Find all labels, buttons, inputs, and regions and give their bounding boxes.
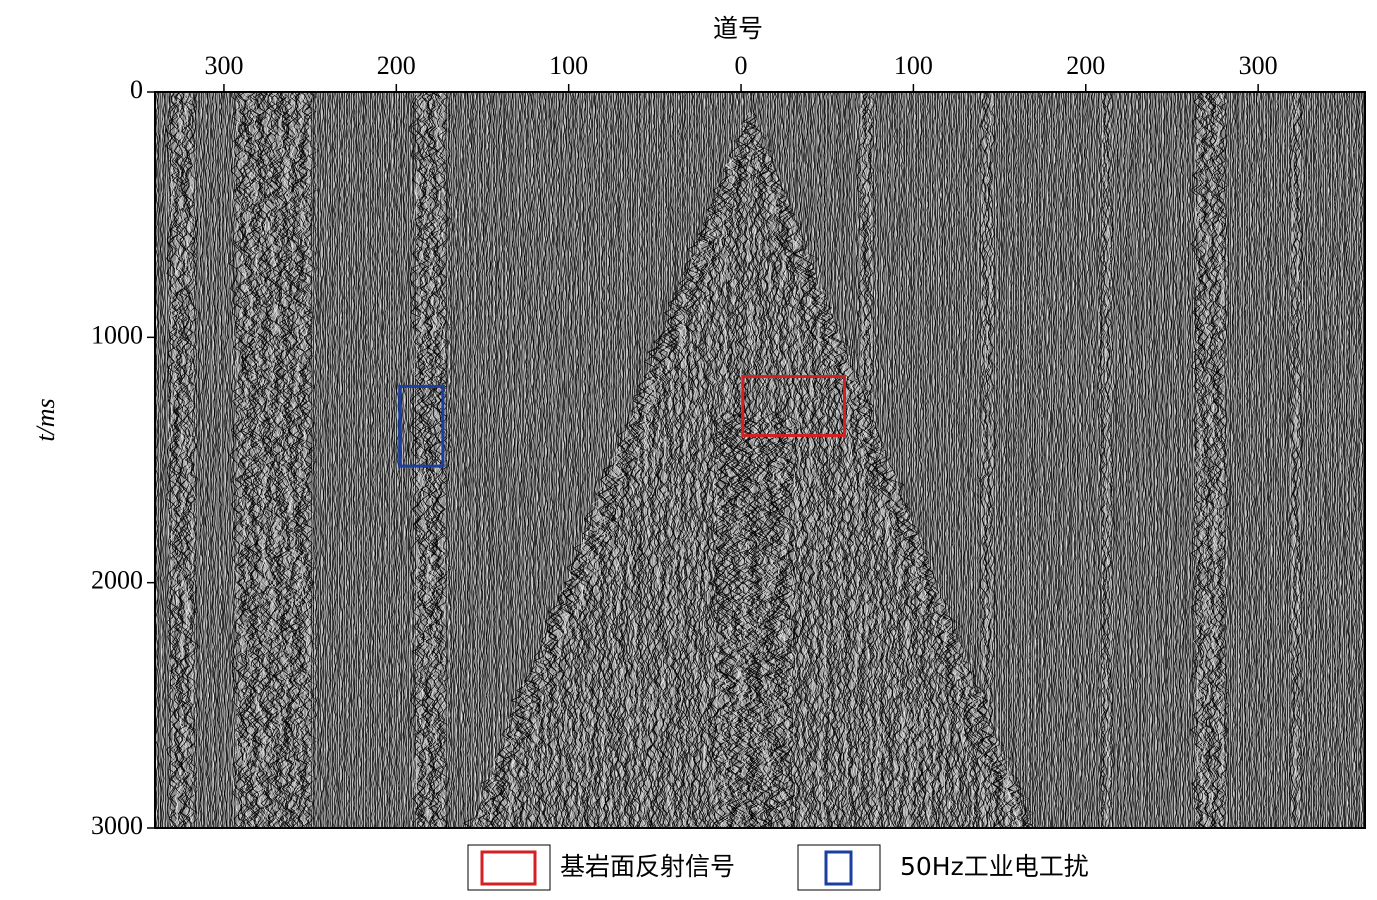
y-tick-label: 2000 <box>91 566 143 595</box>
x-tick-label: 300 <box>1239 51 1278 80</box>
x-tick-label: 0 <box>735 51 748 80</box>
legend-swatch <box>826 852 851 884</box>
y-tick-label: 3000 <box>91 811 143 840</box>
legend-label: 基岩面反射信号 <box>560 852 735 881</box>
y-axis-label: t/ms <box>31 398 60 441</box>
legend-label: 50Hz工业电工扰 <box>900 852 1089 881</box>
x-axis-label: 道号 <box>713 14 763 43</box>
x-tick-label: 300 <box>204 51 243 80</box>
y-tick-label: 0 <box>130 75 143 104</box>
y-tick-label: 1000 <box>91 320 143 349</box>
legend-swatch <box>482 852 535 884</box>
x-tick-label: 100 <box>894 51 933 80</box>
x-tick-label: 200 <box>1066 51 1105 80</box>
x-tick-label: 100 <box>549 51 588 80</box>
x-tick-label: 200 <box>377 51 416 80</box>
